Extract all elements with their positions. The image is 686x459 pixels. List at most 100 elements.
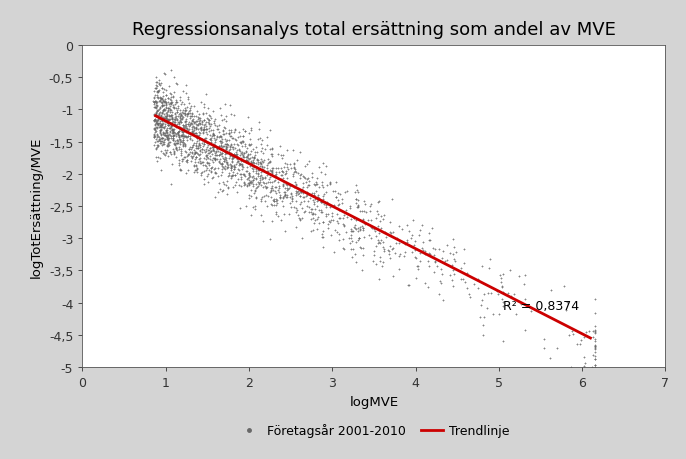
Point — [180, 90, 191, 98]
Point — [266, 168, 277, 176]
Point — [348, 224, 359, 231]
Point — [217, 187, 228, 195]
Point — [477, 280, 488, 287]
Point — [154, 106, 165, 113]
Point — [148, 117, 159, 124]
Point — [297, 180, 308, 188]
Point — [167, 118, 178, 126]
Point — [333, 201, 344, 208]
Point — [154, 122, 165, 129]
Point — [213, 143, 224, 151]
Point — [505, 293, 516, 300]
Point — [228, 112, 239, 120]
Point — [313, 214, 324, 221]
Point — [165, 128, 176, 135]
Point — [200, 163, 211, 171]
Point — [265, 151, 276, 158]
Point — [261, 185, 272, 193]
Point — [241, 176, 252, 183]
Point — [176, 101, 187, 108]
Point — [175, 139, 186, 146]
Point — [168, 129, 179, 136]
Point — [167, 136, 178, 143]
Point — [240, 159, 251, 166]
Point — [410, 255, 421, 263]
Point — [161, 128, 172, 135]
Point — [154, 123, 165, 131]
Point — [587, 327, 598, 335]
Point — [447, 267, 458, 274]
Point — [201, 140, 212, 147]
Point — [207, 141, 218, 149]
Point — [347, 228, 358, 235]
Point — [483, 264, 494, 272]
Point — [276, 155, 287, 162]
Point — [314, 195, 324, 202]
Point — [152, 79, 163, 86]
Point — [174, 141, 185, 148]
Point — [244, 177, 255, 185]
Point — [222, 164, 233, 171]
Point — [159, 129, 170, 137]
Point — [366, 225, 377, 232]
Point — [210, 194, 221, 201]
Point — [291, 181, 302, 188]
Point — [161, 102, 172, 110]
Point — [179, 105, 190, 112]
Point — [386, 230, 397, 237]
Point — [193, 122, 204, 129]
Point — [165, 100, 176, 107]
Point — [214, 133, 225, 140]
Point — [198, 168, 209, 175]
Point — [231, 147, 242, 155]
Point — [300, 208, 311, 215]
Point — [193, 135, 204, 142]
Point — [188, 169, 199, 176]
Point — [184, 121, 195, 129]
Point — [193, 152, 204, 160]
Point — [190, 149, 201, 157]
Point — [226, 153, 237, 161]
Point — [287, 173, 298, 180]
Point — [235, 161, 246, 168]
Point — [298, 194, 309, 202]
Point — [412, 263, 423, 270]
Point — [218, 158, 229, 166]
Point — [151, 120, 162, 127]
Point — [222, 161, 233, 168]
Point — [252, 157, 263, 165]
Point — [257, 137, 268, 144]
Point — [589, 328, 600, 336]
Point — [195, 120, 206, 127]
Point — [165, 112, 176, 120]
Point — [249, 154, 260, 161]
Point — [165, 139, 176, 146]
Point — [182, 111, 193, 118]
Point — [262, 184, 273, 191]
Point — [378, 247, 389, 255]
Point — [265, 158, 276, 166]
Point — [218, 143, 229, 150]
Point — [208, 131, 219, 139]
Point — [154, 120, 165, 128]
Point — [150, 117, 161, 124]
Point — [495, 279, 506, 286]
Point — [154, 80, 165, 87]
Point — [278, 175, 289, 183]
Point — [172, 117, 183, 124]
Point — [228, 151, 239, 159]
Point — [259, 146, 270, 154]
Point — [152, 89, 163, 96]
Point — [202, 154, 213, 162]
Point — [215, 143, 226, 151]
Point — [217, 136, 228, 143]
Point — [299, 197, 310, 205]
Point — [241, 154, 252, 161]
Point — [271, 184, 282, 191]
Point — [169, 117, 180, 124]
Point — [254, 126, 265, 134]
Point — [252, 179, 263, 187]
Point — [182, 126, 193, 133]
Point — [158, 139, 169, 146]
Point — [180, 108, 191, 116]
